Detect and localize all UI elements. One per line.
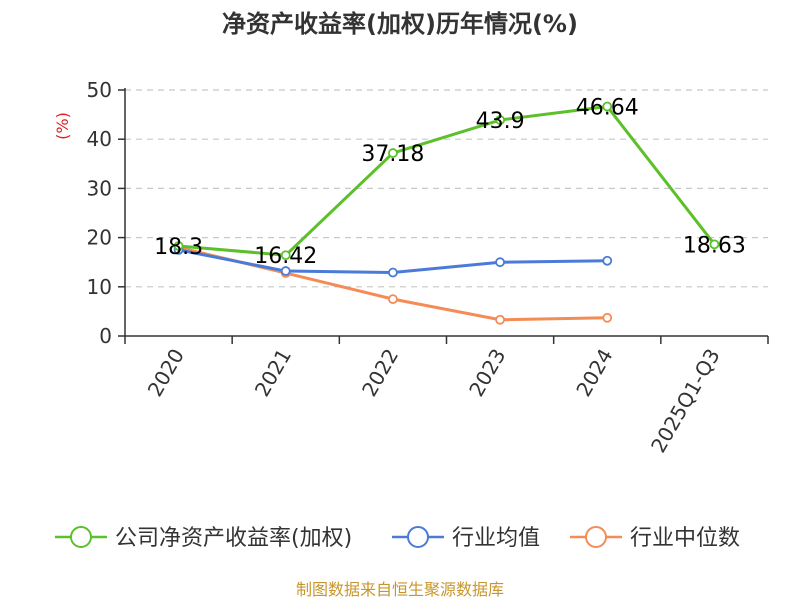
series-point <box>495 257 505 268</box>
y-axis-label: (%) <box>53 112 72 140</box>
y-tick-label: 30 <box>87 176 112 200</box>
series-point <box>388 148 398 158</box>
legend-marker-icon <box>407 526 429 548</box>
y-tick-label: 20 <box>87 226 112 250</box>
x-tick-label: 2022 <box>357 345 403 401</box>
x-tick-label: 2025Q1-Q3 <box>646 345 725 457</box>
legend-marker-icon <box>585 526 607 548</box>
series-point <box>280 250 291 261</box>
x-tick-label: 2020 <box>143 345 189 401</box>
legend-label: 行业中位数 <box>630 526 740 551</box>
legend: 公司净资产收益率(加权) 行业均值 行业中位数 <box>55 526 740 551</box>
y-tick-label: 40 <box>87 127 112 151</box>
data-label: 46.64 <box>576 96 639 121</box>
legend-marker-icon <box>70 526 92 548</box>
series-point <box>388 294 398 305</box>
source-note: 制图数据来自恒生聚源数据库 <box>296 580 504 599</box>
legend-label: 公司净资产收益率(加权) <box>115 526 352 551</box>
x-tick-label: 2021 <box>250 345 296 401</box>
data-label: 37.18 <box>361 142 424 167</box>
chart-title: 净资产收益率(加权)历年情况(%) <box>222 10 578 38</box>
series-point <box>602 255 613 266</box>
series-point <box>602 101 613 112</box>
y-tick-label: 10 <box>87 275 112 299</box>
grid-lines <box>125 89 768 288</box>
y-tick-label: 0 <box>99 324 112 348</box>
series-point <box>495 314 505 325</box>
data-labels: 18.3 16.42 37.18 43.9 46.64 18.63 <box>154 96 746 270</box>
series-lines <box>173 101 720 325</box>
data-label: 43.9 <box>476 109 525 134</box>
series-point <box>388 267 398 278</box>
legend-label: 行业均值 <box>452 526 540 551</box>
legend-item: 行业中位数 <box>570 526 740 551</box>
series-line <box>178 245 608 322</box>
data-label: 18.63 <box>683 233 746 258</box>
axes: 0 10 20 30 40 50 2020 2021 2022 2023 2024 2025Q1-Q3 <box>87 78 769 457</box>
data-label: 16.42 <box>254 244 317 269</box>
legend-item: 公司净资产收益率(加权) <box>55 526 352 551</box>
series-point <box>709 239 720 250</box>
x-tick-label: 2023 <box>464 345 510 401</box>
series-line <box>178 105 716 257</box>
y-tick-label: 50 <box>87 78 112 102</box>
x-tick-label: 2024 <box>571 345 617 401</box>
series-point <box>173 241 184 251</box>
series-point <box>495 115 505 125</box>
legend-item: 行业均值 <box>392 526 540 551</box>
series-point <box>602 312 613 323</box>
series-point <box>280 266 291 276</box>
data-label: 18.3 <box>154 235 203 260</box>
